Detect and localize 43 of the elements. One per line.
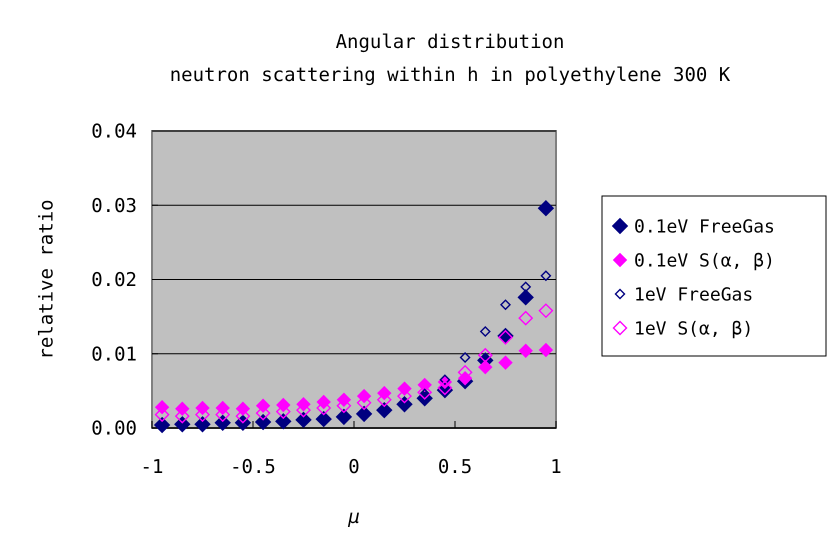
point <box>538 303 554 318</box>
point <box>538 200 554 216</box>
point <box>518 344 533 358</box>
y-tick-label: 0.02 <box>91 269 137 292</box>
point <box>500 300 511 310</box>
point <box>174 416 190 432</box>
point <box>518 310 533 326</box>
legend-label: 1eV S(α, β) <box>634 318 754 340</box>
point <box>214 414 231 431</box>
point <box>478 360 492 374</box>
point <box>255 414 272 430</box>
x-tick-label: -0.5 <box>230 456 276 478</box>
y-axis-title: relative ratio <box>36 199 58 360</box>
x-tick-label: 0 <box>348 456 360 478</box>
legend-label: 0.1eV S(α, β) <box>634 250 775 272</box>
y-tick-label: 0.01 <box>91 343 137 366</box>
point <box>460 352 470 363</box>
chart-title: Angular distribution <box>336 31 564 53</box>
y-tick-label: 0.04 <box>91 120 137 143</box>
point <box>518 289 534 306</box>
legend-label: 1eV FreeGas <box>634 284 754 306</box>
y-tick-label: 0.00 <box>91 418 137 440</box>
point <box>438 380 452 396</box>
point <box>336 408 352 425</box>
x-tick-label: 1 <box>550 456 562 478</box>
point <box>296 412 312 428</box>
point <box>356 406 372 422</box>
x-axis-title: μ <box>347 506 360 528</box>
point <box>520 282 531 292</box>
legend-label: 0.1eV FreeGas <box>634 216 775 238</box>
point <box>154 417 170 434</box>
point <box>316 411 332 428</box>
x-tick-label: 0.5 <box>438 456 472 478</box>
x-tick-label: -1 <box>140 456 164 478</box>
point <box>540 270 552 281</box>
point <box>478 348 492 362</box>
point <box>376 402 392 418</box>
chart-subtitle: neutron scattering within h in polyethylene 300 K <box>170 64 731 86</box>
point <box>498 356 512 370</box>
point <box>538 343 553 358</box>
y-tick-label: 0.03 <box>91 194 137 217</box>
point <box>480 326 490 337</box>
point <box>275 413 292 430</box>
